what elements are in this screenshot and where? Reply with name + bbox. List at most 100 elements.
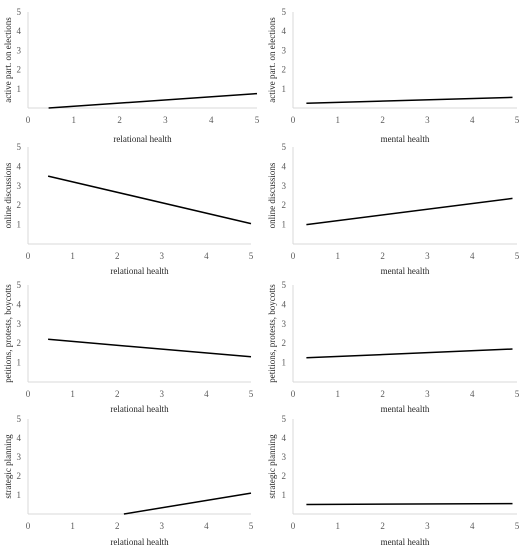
y-tick-label: 1 (282, 358, 287, 368)
y-tick-label: 4 (17, 433, 22, 443)
x-tick-label: 2 (115, 251, 120, 261)
y-tick-label: 4 (17, 161, 22, 171)
x-tick-label: 3 (425, 115, 430, 125)
y-tick-label: 5 (17, 142, 22, 152)
y-tick-label: 5 (17, 414, 22, 424)
y-tick-label: 1 (17, 220, 22, 230)
y-tick-label: 1 (17, 84, 22, 94)
y-tick-label: 4 (282, 299, 287, 309)
x-tick-label: 2 (115, 521, 120, 531)
x-tick-label: 5 (515, 389, 520, 399)
y-tick-label: 5 (282, 7, 287, 17)
x-axis-title: mental health (381, 134, 430, 144)
y-tick-label: 2 (17, 471, 22, 481)
y-tick-label: 5 (282, 414, 287, 424)
y-axis-title: petitions, protests, boycotts (3, 284, 13, 383)
x-tick-label: 5 (255, 115, 260, 125)
chart-panel-7: 0 1 2 3 4 5 1 2 3 4 5 relational health strategic pl… (3, 414, 254, 547)
y-axis-title: strategic planning (267, 434, 277, 499)
x-tick-label: 0 (26, 115, 31, 125)
x-axis-title: mental health (381, 266, 430, 276)
x-tick-label: 0 (291, 115, 296, 125)
y-tick-label: 2 (17, 338, 22, 348)
x-tick-label: 1 (336, 521, 341, 531)
x-tick-label: 5 (249, 251, 254, 261)
x-tick-label: 3 (425, 389, 430, 399)
chart-panel-3: 0 1 2 3 4 5 1 2 3 4 5 relational health online discu… (3, 142, 254, 276)
y-tick-label: 2 (282, 338, 287, 348)
x-axis-title: relational health (113, 134, 172, 144)
chart-panel-5: 0 1 2 3 4 5 1 2 3 4 5 relational health petitions, p… (3, 280, 254, 414)
x-tick-label: 1 (70, 389, 75, 399)
series-line (306, 96, 513, 104)
series-line (306, 502, 513, 506)
x-tick-label: 2 (380, 389, 385, 399)
x-tick-label: 4 (204, 521, 209, 531)
chart-panel-8: 0 1 2 3 4 5 1 2 3 4 5 mental health strategic planni… (267, 414, 520, 547)
y-tick-label: 2 (282, 471, 287, 481)
y-axis-title: petitions, protests, boycotts (267, 284, 277, 383)
y-axis-title: active part. on elections (3, 17, 13, 103)
x-tick-label: 5 (249, 521, 254, 531)
chart-panel-6: 0 1 2 3 4 5 1 2 3 4 5 mental health petitions, prote… (267, 280, 520, 414)
chart-panel-1: 0 1 2 3 4 5 1 2 3 4 5 relational health active part.… (3, 7, 260, 144)
y-axis-title: online discussions (267, 162, 277, 228)
x-tick-label: 1 (336, 389, 341, 399)
series-line (48, 92, 258, 109)
y-tick-label: 2 (282, 200, 287, 210)
y-tick-label: 1 (282, 490, 287, 500)
y-tick-label: 2 (282, 65, 287, 75)
x-tick-label: 4 (470, 251, 475, 261)
x-tick-label: 5 (515, 115, 520, 125)
x-tick-label: 1 (70, 521, 75, 531)
x-tick-label: 4 (204, 251, 209, 261)
y-tick-label: 5 (282, 142, 287, 152)
x-tick-label: 1 (336, 251, 341, 261)
x-tick-label: 3 (160, 521, 165, 531)
x-tick-label: 1 (336, 115, 341, 125)
x-tick-label: 2 (117, 115, 122, 125)
y-tick-label: 1 (17, 358, 22, 368)
x-axis-title: relational health (110, 266, 169, 276)
series-line (306, 197, 513, 226)
x-tick-label: 3 (160, 251, 165, 261)
x-tick-label: 4 (470, 115, 475, 125)
x-tick-label: 0 (291, 521, 296, 531)
x-axis-title: mental health (381, 404, 430, 414)
y-tick-label: 3 (282, 319, 287, 329)
y-tick-label: 3 (282, 45, 287, 55)
y-tick-label: 4 (17, 26, 22, 36)
y-tick-label: 5 (17, 280, 22, 290)
y-tick-label: 4 (17, 299, 22, 309)
x-axis-title: relational health (110, 537, 169, 547)
x-tick-label: 4 (470, 389, 475, 399)
y-tick-label: 3 (282, 181, 287, 191)
series-line (306, 348, 513, 359)
x-tick-label: 2 (380, 521, 385, 531)
x-axis-title: mental health (381, 537, 430, 547)
x-tick-label: 4 (470, 521, 475, 531)
x-tick-label: 1 (70, 251, 75, 261)
x-tick-label: 3 (425, 251, 430, 261)
y-tick-label: 1 (282, 84, 287, 94)
x-tick-label: 2 (115, 389, 120, 399)
y-tick-label: 1 (17, 490, 22, 500)
y-tick-label: 3 (17, 181, 22, 191)
y-tick-label: 3 (17, 452, 22, 462)
series-line (123, 492, 252, 515)
x-tick-label: 5 (515, 521, 520, 531)
y-tick-label: 2 (17, 65, 22, 75)
x-tick-label: 2 (380, 251, 385, 261)
y-tick-label: 4 (282, 433, 287, 443)
x-tick-label: 0 (26, 521, 31, 531)
y-tick-label: 4 (282, 161, 287, 171)
x-tick-label: 1 (72, 115, 77, 125)
y-tick-label: 2 (17, 200, 22, 210)
x-tick-label: 3 (425, 521, 430, 531)
x-tick-label: 2 (380, 115, 385, 125)
x-tick-label: 3 (163, 115, 168, 125)
y-tick-label: 3 (17, 319, 22, 329)
y-axis-title: online discussions (3, 162, 13, 228)
x-tick-label: 0 (291, 251, 296, 261)
